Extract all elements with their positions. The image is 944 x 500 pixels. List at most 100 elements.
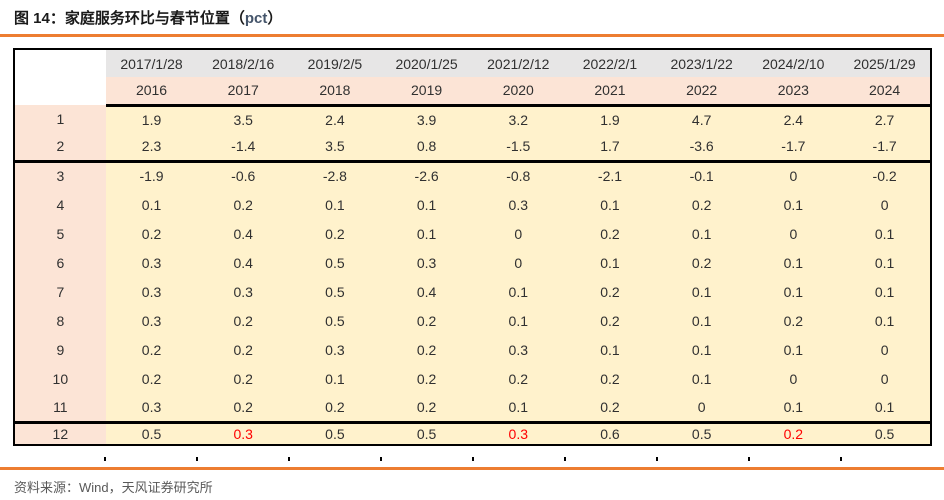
value-cell: 0.2 — [564, 219, 656, 248]
value-cell: 0.1 — [380, 219, 473, 248]
table-row: 3 -1.9 -0.6 -2.8 -2.6 -0.8 -2.1 -0.1 0 -0.2 — [14, 161, 931, 190]
value-cell: 0.2 — [380, 306, 473, 335]
value-cell: 0.3 — [105, 393, 198, 424]
figure-title-unit: pct — [244, 10, 268, 27]
value-cell: 0.3 — [105, 277, 198, 306]
column-tick — [288, 457, 290, 461]
column-tick — [656, 457, 658, 461]
table-row: 4 0.1 0.2 0.1 0.1 0.3 0.1 0.2 0.1 0 — [14, 190, 931, 219]
value-cell: 0.5 — [655, 422, 748, 445]
date-header-cell: 2024/2/10 — [747, 49, 840, 77]
date-header-row: 2017/1/28 2018/2/16 2019/2/5 2020/1/25 2021/… — [14, 49, 931, 105]
date-header-cell: 2019/2/5 — [289, 49, 381, 77]
value-cell: 2.3 — [105, 133, 198, 163]
value-cell: 1.7 — [564, 133, 656, 163]
row-label: 9 — [14, 335, 106, 364]
value-cell: 0.1 — [747, 393, 840, 424]
row-label: 6 — [14, 248, 106, 277]
year-header-cell: 2017 — [197, 77, 290, 107]
year-header-cell: 2024 — [839, 77, 931, 107]
value-cell: 0.4 — [380, 277, 473, 306]
value-cell: 0.2 — [564, 364, 656, 393]
value-cell: 0.1 — [839, 277, 931, 306]
value-cell: 0.5 — [289, 422, 381, 445]
table-row: 12 0.5 0.3 0.5 0.5 0.3 0.6 0.5 0.2 0.5 — [14, 422, 931, 445]
table-row: 5 0.2 0.4 0.2 0.1 0 0.2 0.1 0 0.1 — [14, 219, 931, 248]
value-cell: 3.9 — [380, 105, 473, 133]
value-cell: -2.1 — [564, 161, 656, 190]
value-cell: 0.2 — [564, 277, 656, 306]
value-cell: 0 — [655, 393, 748, 424]
value-cell: -0.1 — [655, 161, 748, 190]
column-tick — [196, 457, 198, 461]
table-row: 1 1.9 3.5 2.4 3.9 3.2 1.9 4.7 2.4 2.7 — [14, 105, 931, 133]
date-header-cell: 2023/1/22 — [655, 49, 748, 77]
value-cell: 0.1 — [747, 248, 840, 277]
value-cell: 0.2 — [289, 219, 381, 248]
value-cell: 0.1 — [564, 190, 656, 219]
value-cell: 0.1 — [564, 248, 656, 277]
value-cell: 0.1 — [655, 306, 748, 335]
row-label: 11 — [14, 393, 106, 424]
value-cell: -1.4 — [197, 133, 290, 163]
value-cell: 0.3 — [380, 248, 473, 277]
value-cell: -1.5 — [472, 133, 565, 163]
value-cell: 0.2 — [197, 306, 290, 335]
value-cell: 3.2 — [472, 105, 565, 133]
value-cell: 0 — [839, 364, 931, 393]
value-cell: 0.2 — [105, 364, 198, 393]
value-cell: 0.1 — [380, 190, 473, 219]
value-cell: 0.5 — [839, 422, 931, 445]
value-cell: 0.2 — [197, 190, 290, 219]
column-tick — [104, 457, 106, 461]
value-cell: 0.2 — [197, 393, 290, 424]
value-cell: 3.5 — [197, 105, 290, 133]
value-cell: 0.3 — [197, 277, 290, 306]
value-cell: 0.1 — [655, 364, 748, 393]
year-header-cell: 2021 — [564, 77, 656, 107]
value-cell: 0.4 — [197, 248, 290, 277]
table-row: 11 0.3 0.2 0.2 0.2 0.1 0.2 0 0.1 0.1 — [14, 393, 931, 424]
value-cell: 0.5 — [289, 248, 381, 277]
value-cell: 0.3 — [472, 335, 565, 364]
value-cell: 0.5 — [289, 306, 381, 335]
value-cell: 4.7 — [655, 105, 748, 133]
table-row: 2 2.3 -1.4 3.5 0.8 -1.5 1.7 -3.6 -1.7 -1.7 — [14, 133, 931, 163]
table-row: 6 0.3 0.4 0.5 0.3 0 0.1 0.2 0.1 0.1 — [14, 248, 931, 277]
value-cell: 0 — [839, 335, 931, 364]
value-cell: 0.1 — [655, 277, 748, 306]
value-cell: 0.1 — [564, 335, 656, 364]
value-cell: -1.7 — [839, 133, 931, 163]
column-tick — [748, 457, 750, 461]
value-cell: 1.9 — [564, 105, 656, 133]
value-cell: -1.7 — [747, 133, 840, 163]
row-label: 1 — [14, 105, 106, 133]
value-cell: 0.2 — [655, 190, 748, 219]
row-label: 8 — [14, 306, 106, 335]
table-row: 7 0.3 0.3 0.5 0.4 0.1 0.2 0.1 0.1 0.1 — [14, 277, 931, 306]
value-cell: 0.3 — [105, 248, 198, 277]
column-tick — [840, 457, 842, 461]
year-header-row: 2016 2017 2018 2019 2020 2021 2022 2023 2024 — [14, 77, 931, 107]
value-cell: 0 — [472, 248, 565, 277]
value-cell: 3.5 — [289, 133, 381, 163]
date-header-cell: 2021/2/12 — [472, 49, 565, 77]
value-cell: 0.3 — [472, 190, 565, 219]
value-cell: 0.2 — [564, 306, 656, 335]
date-header-cell: 2022/2/1 — [564, 49, 656, 77]
year-header-cell: 2020 — [472, 77, 565, 107]
footer-divider-rule — [0, 467, 944, 470]
value-cell: 0 — [747, 219, 840, 248]
value-cell: 0 — [472, 219, 565, 248]
row-label: 10 — [14, 364, 106, 393]
value-cell: 0.2 — [747, 306, 840, 335]
value-cell: 0.3 — [472, 422, 565, 445]
date-header-cell: 2018/2/16 — [197, 49, 290, 77]
value-cell: 0.3 — [105, 306, 198, 335]
value-cell: 0.1 — [839, 306, 931, 335]
value-cell: 0.5 — [289, 277, 381, 306]
value-cell: 0.1 — [655, 219, 748, 248]
value-cell: 0.2 — [564, 393, 656, 424]
row-label: 2 — [14, 133, 106, 163]
value-cell: 0.1 — [289, 190, 381, 219]
